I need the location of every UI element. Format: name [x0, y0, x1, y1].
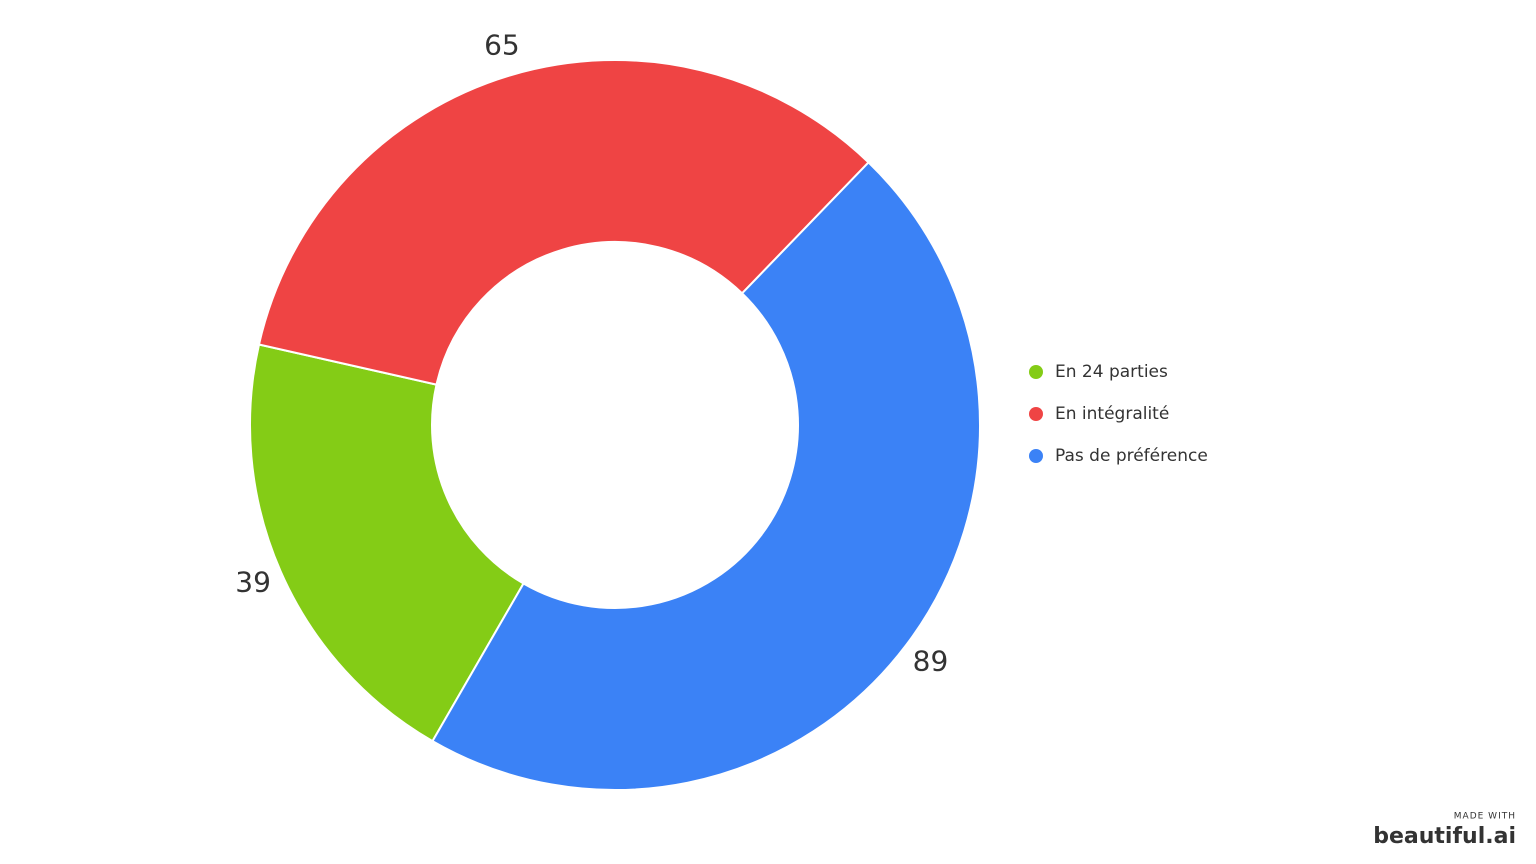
legend-marker	[1029, 365, 1043, 379]
watermark-caption: MADE WITH	[1454, 812, 1516, 822]
watermark-brand: beautiful.ai	[1373, 824, 1516, 849]
legend-label: En intégralité	[1055, 404, 1169, 424]
data-label: 89	[913, 645, 949, 678]
donut-slice	[431, 160, 981, 791]
legend-label: En 24 parties	[1055, 362, 1168, 382]
legend-label: Pas de préférence	[1055, 446, 1208, 466]
donut-slice	[257, 59, 870, 386]
legend-marker	[1029, 449, 1043, 463]
donut-slice	[249, 343, 525, 743]
data-label: 39	[235, 565, 271, 598]
legend-marker	[1029, 407, 1043, 421]
data-label: 65	[484, 29, 520, 62]
